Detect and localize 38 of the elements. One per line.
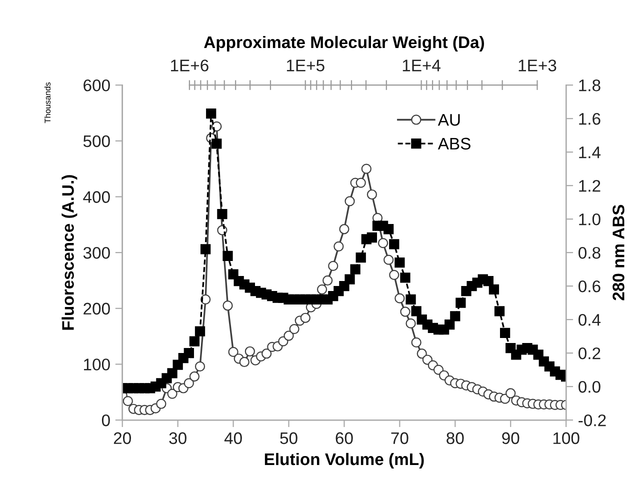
y2-axis-title: 280 nm ABS bbox=[612, 204, 624, 300]
y-tick-label: 300 bbox=[83, 246, 110, 259]
y-tick-label: 400 bbox=[83, 191, 110, 203]
y2-tick-label: 1.4 bbox=[579, 146, 601, 158]
x2-tick-label: 1E+4 bbox=[402, 60, 441, 72]
legend-label: AU bbox=[438, 114, 460, 126]
y-axis-title: Fluorescence (A.U.) bbox=[62, 175, 78, 330]
x-tick-label: 20 bbox=[114, 432, 131, 444]
x-tick-label: 30 bbox=[169, 432, 186, 444]
y-tick-label: 600 bbox=[84, 79, 110, 92]
y2-tick-label: 1.0 bbox=[579, 213, 600, 226]
y2-tick-label: 0.0 bbox=[578, 380, 600, 393]
x2-tick-label: 1E+6 bbox=[171, 60, 208, 72]
y2-tick-label: 0.6 bbox=[578, 280, 600, 292]
text: Thousands bbox=[44, 82, 51, 124]
y2-tick-label: 0.4 bbox=[578, 314, 601, 326]
y-tick-label: 200 bbox=[84, 302, 110, 315]
y-tick-label: 100 bbox=[84, 358, 110, 370]
x-tick-label: 50 bbox=[280, 432, 298, 444]
y2-tick-label: 1.2 bbox=[579, 180, 600, 192]
x-tick-label: 60 bbox=[336, 432, 353, 444]
y2-tick-label: -0.2 bbox=[578, 414, 606, 426]
y2-tick-label: 1.6 bbox=[579, 112, 600, 125]
x-tick-label: 40 bbox=[224, 432, 242, 444]
y2-tick-label: 1.8 bbox=[579, 79, 600, 92]
x-tick-label: 70 bbox=[391, 432, 408, 444]
x-axis-title: Elution Volume (mL) bbox=[264, 452, 424, 468]
x2-axis-title: Approximate Molecular Weight (Da) bbox=[204, 36, 484, 52]
y2-tick-label: 0.2 bbox=[578, 347, 600, 360]
legend-label: ABS bbox=[438, 138, 470, 150]
y-tick-label: 0 bbox=[102, 414, 110, 426]
x-tick-label: 90 bbox=[502, 432, 520, 444]
y2-tick-label: 0.8 bbox=[578, 246, 600, 259]
x-tick-label: 80 bbox=[446, 432, 464, 444]
x2-tick-label: 1E+3 bbox=[518, 60, 556, 72]
y-tick-label: 500 bbox=[83, 135, 110, 148]
x-tick-label: 100 bbox=[553, 432, 580, 444]
x2-tick-label: 1E+5 bbox=[286, 60, 324, 72]
